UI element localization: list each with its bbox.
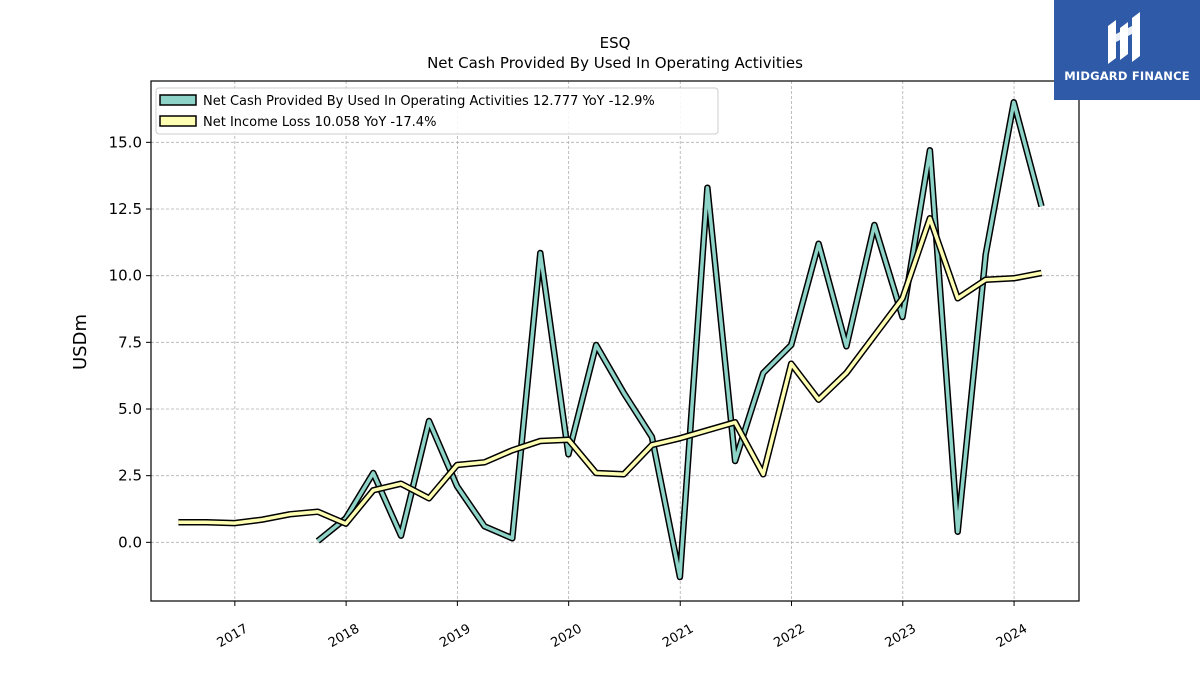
legend-label-net-income: Net Income Loss 10.058 YoY -17.4% — [203, 115, 436, 130]
legend-label-operating-cash: Net Cash Provided By Used In Operating A… — [203, 94, 655, 109]
x-tick-label-1: 2018 — [326, 621, 362, 651]
x-tick-label-0: 2017 — [215, 621, 251, 651]
legend-box — [155, 87, 719, 135]
chart-subtitle: Net Cash Provided By Used In Operating A… — [427, 54, 803, 72]
x-axis-ticks: 2017 2018 2019 2020 2021 2022 2023 2024 — [215, 601, 1030, 651]
grid — [151, 81, 1079, 601]
x-tick-label-3: 2020 — [549, 621, 585, 651]
y-tick-label-5: 12.5 — [109, 200, 142, 218]
y-axis-ticks: 0.0 2.5 5.0 7.5 10.0 12.5 15.0 — [109, 133, 151, 551]
x-tick-label-4: 2021 — [660, 621, 696, 651]
x-tick-label-6: 2023 — [883, 621, 919, 651]
logo-mark-icon — [1108, 12, 1140, 64]
y-tick-label-0: 0.0 — [118, 533, 142, 551]
y-tick-label-6: 15.0 — [109, 133, 142, 151]
logo: MIDGARD FINANCE — [1054, 0, 1200, 100]
series-line-1 — [178, 216, 1042, 526]
legend-swatch-net-income — [159, 115, 197, 127]
legend: Net Cash Provided By Used In Operating A… — [155, 87, 719, 135]
y-tick-label-3: 7.5 — [118, 333, 142, 351]
y-axis-label: USDm — [70, 314, 91, 370]
x-tick-label-2: 2019 — [437, 621, 473, 651]
y-tick-label-4: 10.0 — [109, 267, 142, 285]
legend-swatch-operating-cash — [159, 94, 197, 106]
series-line-0 — [316, 100, 1044, 579]
x-tick-label-5: 2022 — [771, 621, 807, 651]
chart-title: ESQ — [600, 34, 631, 52]
plot-frame — [150, 80, 1080, 602]
y-tick-label-1: 2.5 — [118, 467, 142, 485]
logo-text: MIDGARD FINANCE — [1064, 69, 1190, 83]
y-tick-label-2: 5.0 — [118, 400, 142, 418]
series-lines — [178, 99, 1045, 581]
x-tick-label-7: 2024 — [994, 621, 1030, 651]
